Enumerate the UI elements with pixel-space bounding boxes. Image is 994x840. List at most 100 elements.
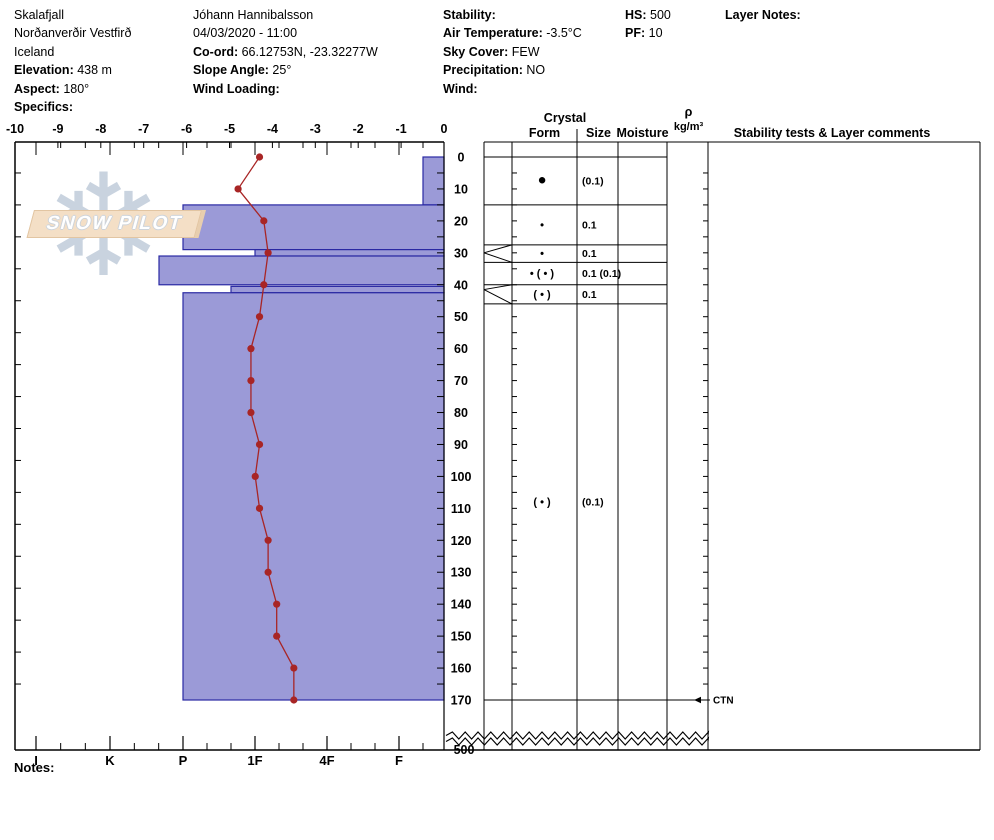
size-header: Size bbox=[586, 126, 611, 140]
header-layer-notes: Layer Notes: bbox=[725, 6, 801, 24]
hardness-label: 4F bbox=[319, 753, 334, 768]
depth-label: 150 bbox=[451, 630, 472, 644]
grain-size-value: 0.1 bbox=[582, 219, 597, 231]
temp-tick-label: -7 bbox=[138, 122, 149, 136]
temp-tick-label: -10 bbox=[6, 122, 24, 136]
header-line: Co-ord: 66.12753N, -23.32277W bbox=[193, 44, 378, 59]
grain-form-value: • ( • ) bbox=[530, 268, 555, 280]
grain-size-value: (0.1) bbox=[582, 496, 604, 508]
temp-tick-label: -2 bbox=[353, 122, 364, 136]
depth-label: 70 bbox=[454, 374, 468, 388]
temp-tick-label: -1 bbox=[396, 122, 407, 136]
grain-form-value: ( • ) bbox=[533, 496, 551, 508]
depth-label: 80 bbox=[454, 406, 468, 420]
header-line: Slope Angle: 25° bbox=[193, 63, 292, 78]
depth-label: 10 bbox=[454, 182, 468, 196]
temperature-point bbox=[260, 281, 268, 289]
temp-tick-label: -8 bbox=[95, 122, 106, 136]
crystal-header: Crystal bbox=[544, 111, 586, 125]
thin-layer-wedge bbox=[483, 284, 513, 291]
thin-layer-wedge bbox=[483, 252, 513, 263]
temperature-point bbox=[255, 313, 264, 321]
depth-label: 90 bbox=[454, 438, 468, 452]
comments-header: Stability tests & Layer comments bbox=[734, 126, 931, 140]
header-snowpack-info: HS: 500 PF: 10 bbox=[625, 6, 671, 43]
rho-unit-header: kg/m³ bbox=[674, 121, 704, 133]
notes-label: Notes: bbox=[14, 760, 55, 775]
temperature-point bbox=[255, 504, 264, 512]
header-line: Layer Notes: bbox=[725, 8, 801, 22]
layer-hardness-bar bbox=[254, 249, 445, 257]
temperature-line bbox=[237, 156, 295, 700]
thin-layer-wedge bbox=[483, 244, 513, 254]
temperature-point bbox=[247, 408, 255, 417]
temp-tick-label: -4 bbox=[267, 122, 278, 136]
temperature-point bbox=[273, 632, 281, 640]
grain-size-value: (0.1) bbox=[582, 175, 604, 187]
hardness-label: F bbox=[395, 753, 403, 768]
grain-form-value: ● bbox=[537, 171, 546, 188]
temperature-point bbox=[260, 217, 268, 225]
header-line: Norðanverðir Vestfirð bbox=[14, 26, 132, 41]
layer-hardness-bar bbox=[422, 156, 445, 206]
temperature-point bbox=[255, 440, 264, 449]
grain-size-value: 0.1 (0.1) bbox=[582, 268, 621, 280]
header-line: Elevation: 438 m bbox=[14, 63, 112, 78]
temperature-point bbox=[290, 664, 298, 672]
temperature-point bbox=[290, 696, 298, 704]
header-line: Sky Cover: FEW bbox=[443, 44, 540, 59]
depth-label: 110 bbox=[451, 502, 471, 516]
depth-label: 130 bbox=[451, 566, 472, 580]
header-location-info: Skalafjall Norðanverðir Vestfirð Iceland El… bbox=[14, 6, 131, 116]
depth-scale-break bbox=[445, 736, 710, 746]
layer-hardness-bar bbox=[182, 204, 445, 251]
depth-label: 20 bbox=[454, 214, 468, 228]
rho-header: ρ bbox=[685, 105, 693, 119]
header-line: Specifics: bbox=[14, 100, 74, 115]
depth-label: 100 bbox=[451, 470, 472, 484]
hardness-label: 1F bbox=[247, 753, 262, 768]
temperature-point bbox=[234, 185, 242, 193]
header-line: Wind: bbox=[443, 81, 478, 96]
temperature-point bbox=[247, 376, 255, 385]
header-line: PF: 10 bbox=[625, 26, 663, 41]
ctn-arrow-head bbox=[694, 696, 701, 704]
header-line: Air Temperature: -3.5°C bbox=[443, 26, 582, 41]
header-line: Jóhann Hannibalsson bbox=[193, 8, 314, 22]
header-line: 04/03/2020 - 11:00 bbox=[193, 26, 298, 41]
temp-tick-label: 0 bbox=[441, 122, 448, 136]
layer-hardness-bar bbox=[158, 255, 445, 286]
depth-label: 30 bbox=[454, 246, 468, 260]
snow-profile-chart: -10 -9 -8 -7 -6 -5 -4 -3 -2 -1 0I K P 1F 4F F0102030405… bbox=[6, 105, 981, 768]
depth-label: 50 bbox=[454, 310, 468, 324]
grain-form-value: • bbox=[540, 219, 544, 231]
total-depth-label: 500 bbox=[454, 743, 475, 757]
header-line: Aspect: 180° bbox=[14, 81, 90, 96]
thin-layer-wedge bbox=[483, 289, 513, 305]
temperature-point bbox=[255, 153, 264, 161]
temperature-point bbox=[264, 536, 272, 544]
stability-test-label: CTN bbox=[713, 696, 734, 707]
temp-tick-label: -6 bbox=[181, 122, 192, 136]
moisture-header: Moisture bbox=[616, 126, 668, 140]
temperature-point bbox=[251, 472, 259, 481]
header-line: Skalafjall bbox=[14, 8, 65, 22]
depth-scale-break bbox=[445, 730, 710, 740]
depth-label: 0 bbox=[458, 151, 465, 165]
temperature-point bbox=[273, 600, 281, 608]
grain-form-value: ( • ) bbox=[533, 289, 551, 301]
form-header: Form bbox=[529, 126, 560, 140]
header-line: Stability: bbox=[443, 8, 496, 22]
depth-label: 170 bbox=[451, 694, 472, 708]
temp-tick-label: -3 bbox=[310, 122, 321, 136]
temp-tick-label: -5 bbox=[224, 122, 235, 136]
hardness-label: K bbox=[105, 753, 115, 768]
temperature-point bbox=[264, 568, 272, 576]
layer-hardness-bar bbox=[182, 292, 445, 701]
grain-form-value: • bbox=[540, 248, 544, 260]
header-line: Precipitation: NO bbox=[443, 63, 546, 78]
header-line: HS: 500 bbox=[625, 8, 671, 22]
grain-size-value: 0.1 bbox=[582, 248, 597, 260]
grain-size-value: 0.1 bbox=[582, 289, 597, 301]
